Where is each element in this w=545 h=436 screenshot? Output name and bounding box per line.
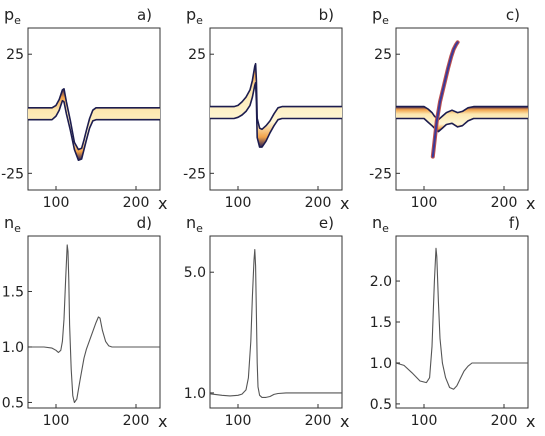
x-tick-label: 100 — [225, 195, 252, 211]
x-tick-label: 100 — [43, 195, 70, 211]
plot-frame — [209, 235, 343, 409]
x-tick-label: 100 — [411, 195, 438, 211]
series-line — [28, 244, 160, 404]
y-axis-label-var: p — [186, 5, 196, 24]
y-axis-label: pe — [186, 5, 203, 27]
x-axis-label: x — [158, 412, 167, 431]
panel-a: 100 200 x 25 -25 pe a) — [1, 5, 167, 213]
x-tick-label: 100 — [225, 413, 252, 429]
panel-label: a) — [137, 6, 152, 24]
panel-d: 100 200 x 1.5 1.0 0.5 ne d) — [2, 213, 168, 431]
band-fill — [28, 88, 160, 161]
x-tick-label: 200 — [491, 195, 518, 211]
y-tick-label: 1.0 — [2, 340, 24, 356]
band-fill — [210, 63, 342, 148]
y-axis-label-sub: e — [196, 222, 203, 235]
y-tick-label: 1.5 — [2, 284, 24, 300]
band-fill — [396, 106, 528, 132]
x-tick-label: 200 — [123, 413, 150, 429]
y-axis-label-var: n — [4, 213, 14, 232]
x-tick-label: 200 — [491, 413, 518, 429]
y-axis-label-var: p — [4, 5, 14, 24]
y-axis-label-sub: e — [14, 222, 21, 235]
y-axis-label: pe — [4, 5, 21, 27]
series-curve — [431, 41, 459, 158]
panel-label: f) — [509, 214, 520, 232]
y-tick-label: 25 — [374, 47, 392, 63]
y-tick-label: 25 — [188, 47, 206, 63]
x-tick-label: 100 — [411, 413, 438, 429]
y-tick-label: 1.5 — [370, 315, 392, 331]
y-tick-label: 5.0 — [184, 265, 206, 281]
series-upper-edge — [396, 105, 528, 121]
y-axis-label: pe — [372, 5, 389, 27]
panel-c: 100 200 x 25 -25 pe c) — [369, 5, 535, 213]
y-tick-label: -25 — [369, 166, 392, 182]
panel-label: e) — [319, 214, 334, 232]
series-lower-edge — [28, 99, 160, 161]
y-axis-label-var: n — [186, 213, 196, 232]
x-axis-label: x — [526, 412, 535, 431]
y-tick-label: 1.0 — [370, 356, 392, 372]
plot-frame — [395, 235, 529, 409]
series-line — [395, 247, 528, 390]
x-axis-label: x — [340, 412, 349, 431]
y-axis-label-sub: e — [382, 222, 389, 235]
x-tick-label: 200 — [305, 413, 332, 429]
y-tick-label: 0.5 — [370, 397, 392, 413]
series-lower-edge — [396, 117, 528, 133]
y-tick-label: 0.5 — [2, 395, 24, 411]
series-upper-edge — [28, 88, 160, 151]
y-axis-label: ne — [4, 213, 21, 235]
y-axis-label-sub: e — [196, 14, 203, 27]
panel-e: 100 200 x 5.0 1.0 ne e) — [184, 213, 350, 431]
y-axis-label-var: n — [372, 213, 382, 232]
series-lower-edge — [210, 82, 342, 148]
panel-label: d) — [137, 214, 152, 232]
panel-b: 100 200 x 25 -25 pe b) — [183, 5, 349, 213]
panel-label: c) — [506, 6, 520, 24]
y-axis-label-sub: e — [382, 14, 389, 27]
x-tick-label: 200 — [123, 195, 150, 211]
plot-frame — [27, 235, 161, 409]
series-line — [209, 249, 342, 398]
y-axis-label-var: p — [372, 5, 382, 24]
y-axis-label-sub: e — [14, 14, 21, 27]
y-axis-label: ne — [186, 213, 203, 235]
y-tick-label: 1.0 — [184, 386, 206, 402]
panel-label: b) — [319, 6, 334, 24]
x-tick-label: 100 — [43, 413, 70, 429]
y-tick-label: -25 — [183, 166, 206, 182]
panel-f: 100 200 x 2.0 1.5 1.0 0.5 ne f) — [370, 213, 536, 431]
x-axis-label: x — [526, 194, 535, 213]
x-axis-label: x — [158, 194, 167, 213]
y-axis-label: ne — [372, 213, 389, 235]
x-axis-label: x — [340, 194, 349, 213]
y-tick-label: 25 — [6, 47, 24, 63]
series-curve-halo — [430, 40, 460, 159]
x-tick-label: 200 — [305, 195, 332, 211]
y-tick-label: 2.0 — [370, 274, 392, 290]
y-tick-label: -25 — [1, 166, 24, 182]
